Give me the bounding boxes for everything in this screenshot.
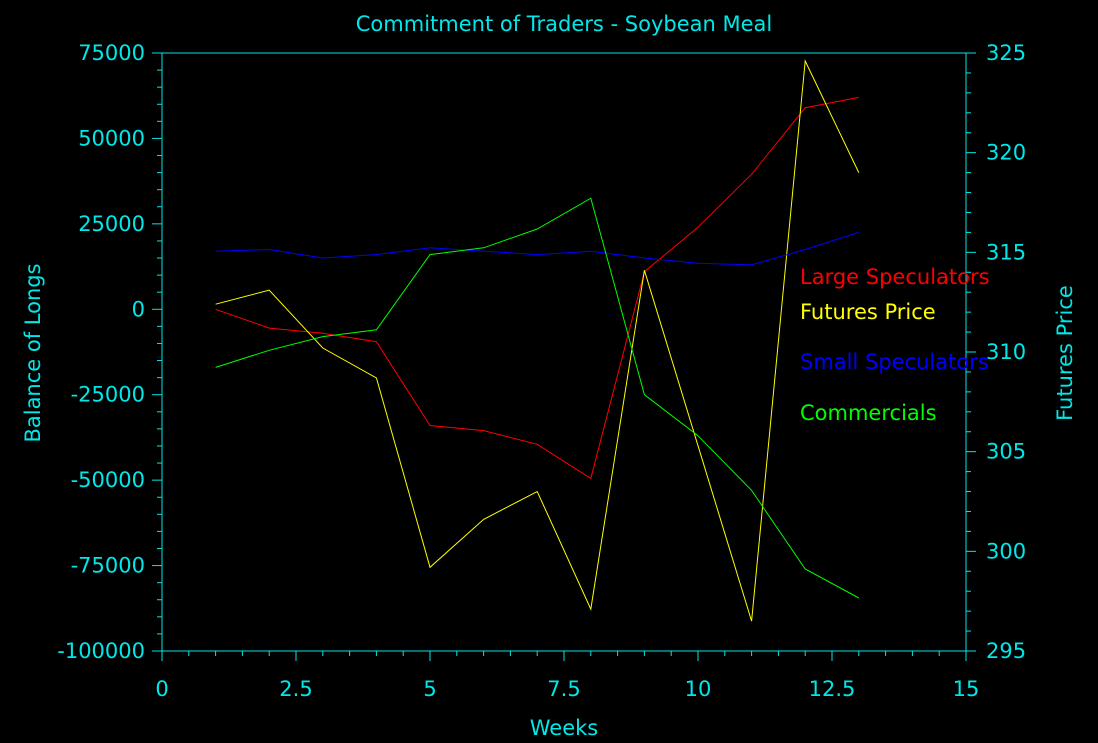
y-axis-label: Balance of Longs [21,263,45,442]
axis-ticks [152,52,976,661]
y-tick-label: -50000 [71,468,145,492]
y-tick-label: 75000 [78,41,145,65]
y2-tick-label: 300 [986,539,1026,563]
y2-tick-label: 310 [986,340,1026,364]
legend-futures-price: Futures Price [800,300,936,324]
x-axis-label: Weeks [530,716,598,740]
series-line-commercials [215,197,860,599]
y2-axis-label: Futures Price [1053,285,1077,421]
y2-tick-label: 305 [986,440,1026,464]
x-tick-label: 5 [423,677,436,701]
series-line-futures-price [215,59,860,622]
chart-title: Commitment of Traders - Soybean Meal [356,12,772,36]
y-tick-label: 0 [132,297,145,321]
x-tick-label: 15 [953,677,980,701]
x-tick-label: 12.5 [809,677,856,701]
y-tick-label: 25000 [78,212,145,236]
legend-small-speculators: Small Speculators [800,350,989,374]
y2-tick-label: 325 [986,41,1026,65]
axis-tick-labels: 0 2.5 5 7.5 10 12.5 15 75000 50000 25000 0 -25000 -5… [57,41,1026,701]
x-tick-label: 2.5 [279,677,312,701]
y2-tick-label: 315 [986,240,1026,264]
x-tick-label: 10 [685,677,712,701]
series-lines [215,59,860,622]
y2-tick-label: 295 [986,639,1026,663]
legend: Large Speculators Futures Price Small Spec… [800,265,990,425]
legend-commercials: Commercials [800,401,937,425]
series-line-large-speculators [215,96,859,480]
y-tick-label: -25000 [71,383,145,407]
series-line-small-speculators [215,231,859,266]
y2-tick-label: 320 [986,141,1026,165]
x-tick-label: 7.5 [547,677,580,701]
y-tick-label: -75000 [71,554,145,578]
y-tick-label: -100000 [57,639,145,663]
y-tick-label: 50000 [78,126,145,150]
x-tick-label: 0 [155,677,168,701]
legend-large-speculators: Large Speculators [800,265,990,289]
